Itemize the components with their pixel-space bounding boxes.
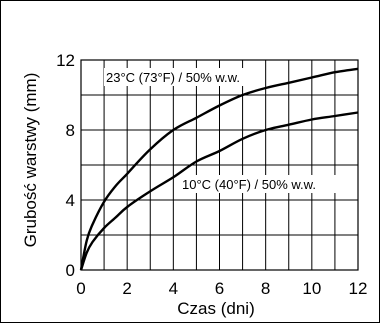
x-tick-label: 10 bbox=[302, 279, 321, 298]
x-tick-label: 0 bbox=[76, 279, 85, 298]
x-tick-labels: 0 2 4 6 8 10 12 bbox=[76, 279, 367, 298]
y-tick-label: 8 bbox=[66, 121, 75, 140]
series-label-background-warm bbox=[104, 68, 264, 86]
x-tick-label: 4 bbox=[169, 279, 178, 298]
series-lines bbox=[79, 67, 359, 271]
series-label-warm: 23°C (73°F) / 50% w.w. bbox=[106, 70, 240, 85]
x-tick-label: 2 bbox=[122, 279, 131, 298]
plot-border bbox=[80, 59, 359, 271]
y-tick-label: 12 bbox=[56, 51, 75, 70]
x-tick-label: 12 bbox=[349, 279, 368, 298]
y-tick-labels: 0 4 8 12 bbox=[56, 51, 75, 280]
y-tick-label: 0 bbox=[66, 261, 75, 280]
series-label-cool: 10°C (40°F) / 50% w.w. bbox=[182, 177, 316, 192]
series-line-cool bbox=[79, 111, 359, 271]
grid bbox=[80, 59, 359, 271]
x-tick-label: 8 bbox=[261, 279, 270, 298]
y-tick-label: 4 bbox=[66, 191, 75, 210]
y-axis-title: Grubość warstwy (mm) bbox=[21, 73, 40, 248]
series-line-warm bbox=[79, 67, 359, 271]
series-label-background-cool bbox=[180, 175, 348, 193]
x-axis-title: Czas (dni) bbox=[177, 299, 254, 318]
x-tick-label: 6 bbox=[215, 279, 224, 298]
